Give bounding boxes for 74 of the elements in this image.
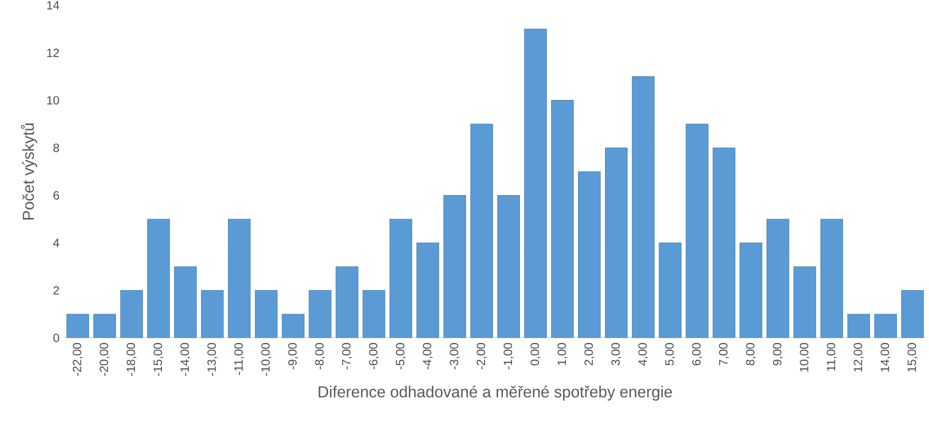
x-tick-label: 5,00	[665, 343, 676, 366]
y-tick-label: 6	[54, 191, 60, 200]
bar	[416, 242, 440, 338]
bar	[443, 195, 466, 338]
bar	[551, 100, 574, 338]
bar	[93, 314, 116, 338]
x-tick-label: 15,00	[908, 343, 918, 372]
bar	[766, 218, 790, 338]
x-tick-label: -4,00	[422, 343, 433, 370]
x-axis-title: Diference odhadované a měřené spotřeby energie	[318, 386, 672, 401]
bar	[66, 314, 90, 338]
bar	[228, 218, 251, 338]
x-tick-label: -15,00	[154, 343, 164, 376]
x-tick-label: 8,00	[746, 343, 756, 366]
bar	[282, 314, 304, 338]
y-tick-label: 14	[47, 1, 60, 10]
x-tick-label: -10,00	[261, 343, 272, 376]
bar	[658, 242, 682, 338]
bar	[578, 171, 601, 338]
bar	[390, 218, 412, 338]
x-tick-label: -13,00	[207, 343, 218, 376]
bar	[308, 290, 332, 338]
bar	[740, 242, 762, 338]
y-tick-label: 10	[47, 96, 60, 105]
bar	[604, 148, 628, 338]
x-tick-label: 4,00	[638, 343, 648, 366]
x-tick-label: 11,00	[826, 343, 837, 371]
bar	[524, 28, 547, 338]
bar	[632, 76, 655, 338]
x-tick-label: 9,00	[772, 343, 783, 366]
bar	[712, 148, 736, 338]
x-tick-label: 3,00	[611, 343, 622, 366]
y-axis-title: Počet výskytů	[20, 123, 38, 220]
x-tick-label: 2,00	[584, 343, 594, 366]
bar	[793, 266, 816, 338]
bar	[470, 124, 493, 338]
x-tick-label: 14,00	[880, 343, 891, 372]
bar	[147, 218, 170, 338]
bar	[820, 218, 844, 338]
x-tick-label: -5,00	[396, 343, 406, 370]
x-tick-label: -8,00	[315, 343, 326, 370]
x-tick-label: -7,00	[342, 343, 352, 370]
bar	[336, 266, 358, 338]
x-tick-label: -2,00	[476, 343, 487, 370]
bar	[254, 290, 278, 338]
bar	[497, 195, 520, 338]
x-tick-label: -22,00	[72, 343, 83, 376]
y-tick-label: 0	[53, 334, 60, 342]
x-tick-label: -3,00	[450, 343, 460, 370]
bar	[686, 124, 708, 338]
x-tick-label: 7,00	[719, 343, 729, 366]
y-tick-label: 2	[54, 286, 59, 295]
x-tick-label: -1,00	[504, 343, 514, 370]
bar	[362, 290, 386, 338]
x-tick-label: 6,00	[692, 343, 702, 366]
x-tick-label: -9,00	[288, 343, 298, 370]
x-tick-label: 0,00	[530, 343, 540, 366]
x-tick-label: -6,00	[368, 343, 379, 370]
y-tick-label: 8	[53, 144, 60, 152]
x-tick-label: 1,00	[557, 343, 568, 365]
bar	[874, 314, 897, 338]
x-tick-label: -11,00	[234, 343, 244, 376]
bar	[901, 290, 924, 338]
x-tick-label: 12,00	[854, 343, 864, 372]
bar	[847, 314, 870, 338]
bar	[201, 290, 224, 338]
bar	[174, 266, 197, 338]
y-tick-label: 4	[53, 238, 60, 247]
x-tick-label: 10,00	[800, 343, 810, 372]
bar	[120, 290, 143, 338]
y-tick-label: 12	[47, 48, 59, 57]
x-tick-label: -14,00	[180, 343, 190, 376]
x-tick-label: -20,00	[100, 343, 110, 376]
x-tick-label: -18,00	[126, 343, 137, 376]
